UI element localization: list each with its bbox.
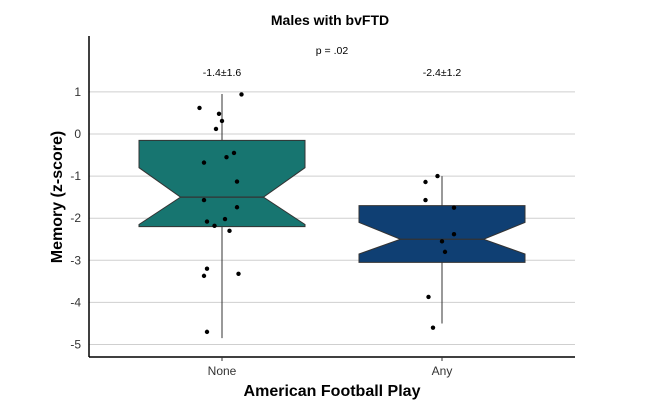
- y-tick-label: -2: [70, 211, 81, 225]
- data-point: [451, 231, 457, 237]
- y-tick-label: -4: [70, 295, 81, 309]
- data-point: [423, 197, 428, 203]
- y-tick-label: -5: [70, 338, 81, 352]
- data-point: [216, 111, 222, 116]
- data-point: [201, 273, 207, 279]
- y-tick-label: -1: [70, 169, 81, 183]
- y-axis-title: Memory (z-score): [49, 131, 66, 263]
- data-point: [227, 228, 232, 234]
- data-point: [435, 173, 440, 179]
- data-point: [201, 197, 207, 203]
- x-axis-title: American Football Play: [244, 383, 421, 400]
- plot-area: -1.4±1.6 -2.4±1.2: [138, 67, 526, 339]
- data-point: [204, 219, 210, 224]
- data-point: [212, 223, 217, 228]
- y-tick-label: 0: [74, 127, 81, 141]
- data-point: [204, 329, 210, 335]
- data-point: [426, 294, 431, 300]
- data-point: [204, 266, 210, 271]
- data-point: [430, 325, 436, 330]
- data-point: [451, 205, 457, 210]
- x-tick-label: Any: [432, 364, 453, 378]
- x-tick-label: None: [208, 364, 237, 378]
- data-point: [222, 216, 228, 222]
- mean-sd-label: -2.4±1.2: [423, 67, 462, 79]
- data-point: [197, 105, 202, 111]
- axes: 1 0 -1 -2 -3 -4 -5 None Any: [70, 36, 575, 378]
- data-point: [224, 154, 229, 160]
- p-value-label: p = .02: [316, 45, 349, 57]
- data-point: [239, 92, 244, 97]
- data-point: [231, 150, 237, 156]
- data-point: [234, 179, 240, 184]
- y-tick-label: 1: [74, 85, 81, 99]
- data-point: [219, 118, 225, 124]
- chart-title: Males with bvFTD: [271, 12, 389, 28]
- y-tick-label: -3: [70, 253, 81, 267]
- data-point: [236, 271, 241, 276]
- box-any: [358, 205, 526, 263]
- data-point: [439, 239, 445, 244]
- data-point: [213, 126, 219, 132]
- data-point: [201, 160, 207, 165]
- data-point: [442, 249, 448, 255]
- box-none: [138, 139, 306, 228]
- data-point: [234, 205, 240, 210]
- mean-sd-label: -1.4±1.6: [203, 67, 242, 79]
- data-point: [423, 179, 428, 185]
